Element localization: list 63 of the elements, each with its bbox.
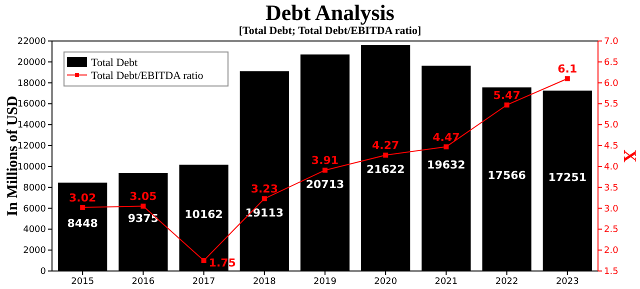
data-label: 3.91	[311, 154, 339, 168]
y-tick-label: 22000	[17, 37, 46, 47]
data-label: 21622	[366, 163, 405, 176]
x-tick-label: 2022	[495, 277, 518, 287]
data-label: 17251	[548, 170, 587, 184]
data-label: 3.02	[69, 191, 96, 204]
data-label: 3.05	[130, 190, 157, 204]
y-tick-label: 2000	[23, 246, 46, 256]
data-label: 17566	[488, 169, 526, 182]
legend-label: Total Debt/EBITDA ratio	[91, 70, 204, 82]
y-tick-label: 12000	[17, 142, 46, 152]
chart-subtitle: [Total Debt; Total Debt/EBITDA ratio]	[238, 25, 422, 37]
point	[262, 196, 267, 202]
y2-tick-label: 5.0	[604, 120, 619, 131]
data-label: 10162	[184, 208, 223, 221]
data-label: 5.47	[493, 88, 520, 102]
y2-tick-label: 6.0	[604, 78, 619, 89]
y2-tick-label: 1.5	[604, 267, 618, 277]
point	[322, 168, 328, 173]
data-label: 4.47	[432, 130, 460, 144]
y2-tick-label: 4.5	[604, 142, 618, 152]
point	[201, 258, 206, 264]
data-label: 8448	[67, 216, 98, 230]
y-tick-label: 10000	[17, 162, 46, 172]
y-tick-label: 4000	[23, 225, 46, 236]
y-tick-label: 14000	[17, 120, 46, 131]
point	[504, 102, 510, 108]
y2-tick-label: 2.0	[604, 246, 619, 256]
y-tick-label: 18000	[17, 78, 46, 89]
x-tick-label: 2018	[252, 277, 276, 287]
x-tick-label: 2015	[71, 277, 94, 287]
data-label: 3.23	[250, 182, 278, 196]
y2-tick-label: 3.0	[604, 204, 619, 214]
chart-title: Debt Analysis	[266, 0, 395, 25]
y2-axis-title: X	[620, 150, 640, 162]
x-tick-label: 2020	[374, 277, 398, 287]
data-label: 4.27	[372, 139, 400, 152]
data-label: 9375	[128, 212, 159, 225]
y-tick-label: 20000	[17, 58, 46, 68]
y-tick-label: 16000	[17, 100, 46, 110]
y-tick-label: 6000	[23, 204, 46, 214]
point	[80, 204, 86, 210]
x-tick-label: 2017	[192, 277, 216, 287]
point	[564, 76, 570, 82]
y2-tick-label: 7.0	[604, 37, 619, 47]
legend-label: Total Debt	[91, 57, 138, 69]
point	[140, 204, 146, 209]
y2-tick-label: 5.5	[604, 100, 618, 110]
data-label: 19632	[427, 158, 466, 172]
y-tick-label: 8000	[23, 183, 46, 194]
y2-tick-label: 6.5	[604, 58, 618, 68]
y2-tick-label: 3.5	[604, 183, 618, 194]
point	[444, 144, 449, 150]
x-tick-label: 2019	[314, 277, 337, 287]
x-tick-label: 2016	[132, 277, 155, 287]
data-label: 20713	[306, 178, 344, 192]
data-label: 6.1	[558, 62, 578, 76]
x-tick-label: 2023	[556, 277, 579, 287]
y-tick-label: 0	[40, 267, 46, 277]
y2-tick-label: 2.5	[604, 225, 618, 236]
y2-tick-label: 4.0	[604, 162, 619, 172]
point	[383, 152, 388, 158]
x-tick-label: 2021	[434, 277, 458, 287]
